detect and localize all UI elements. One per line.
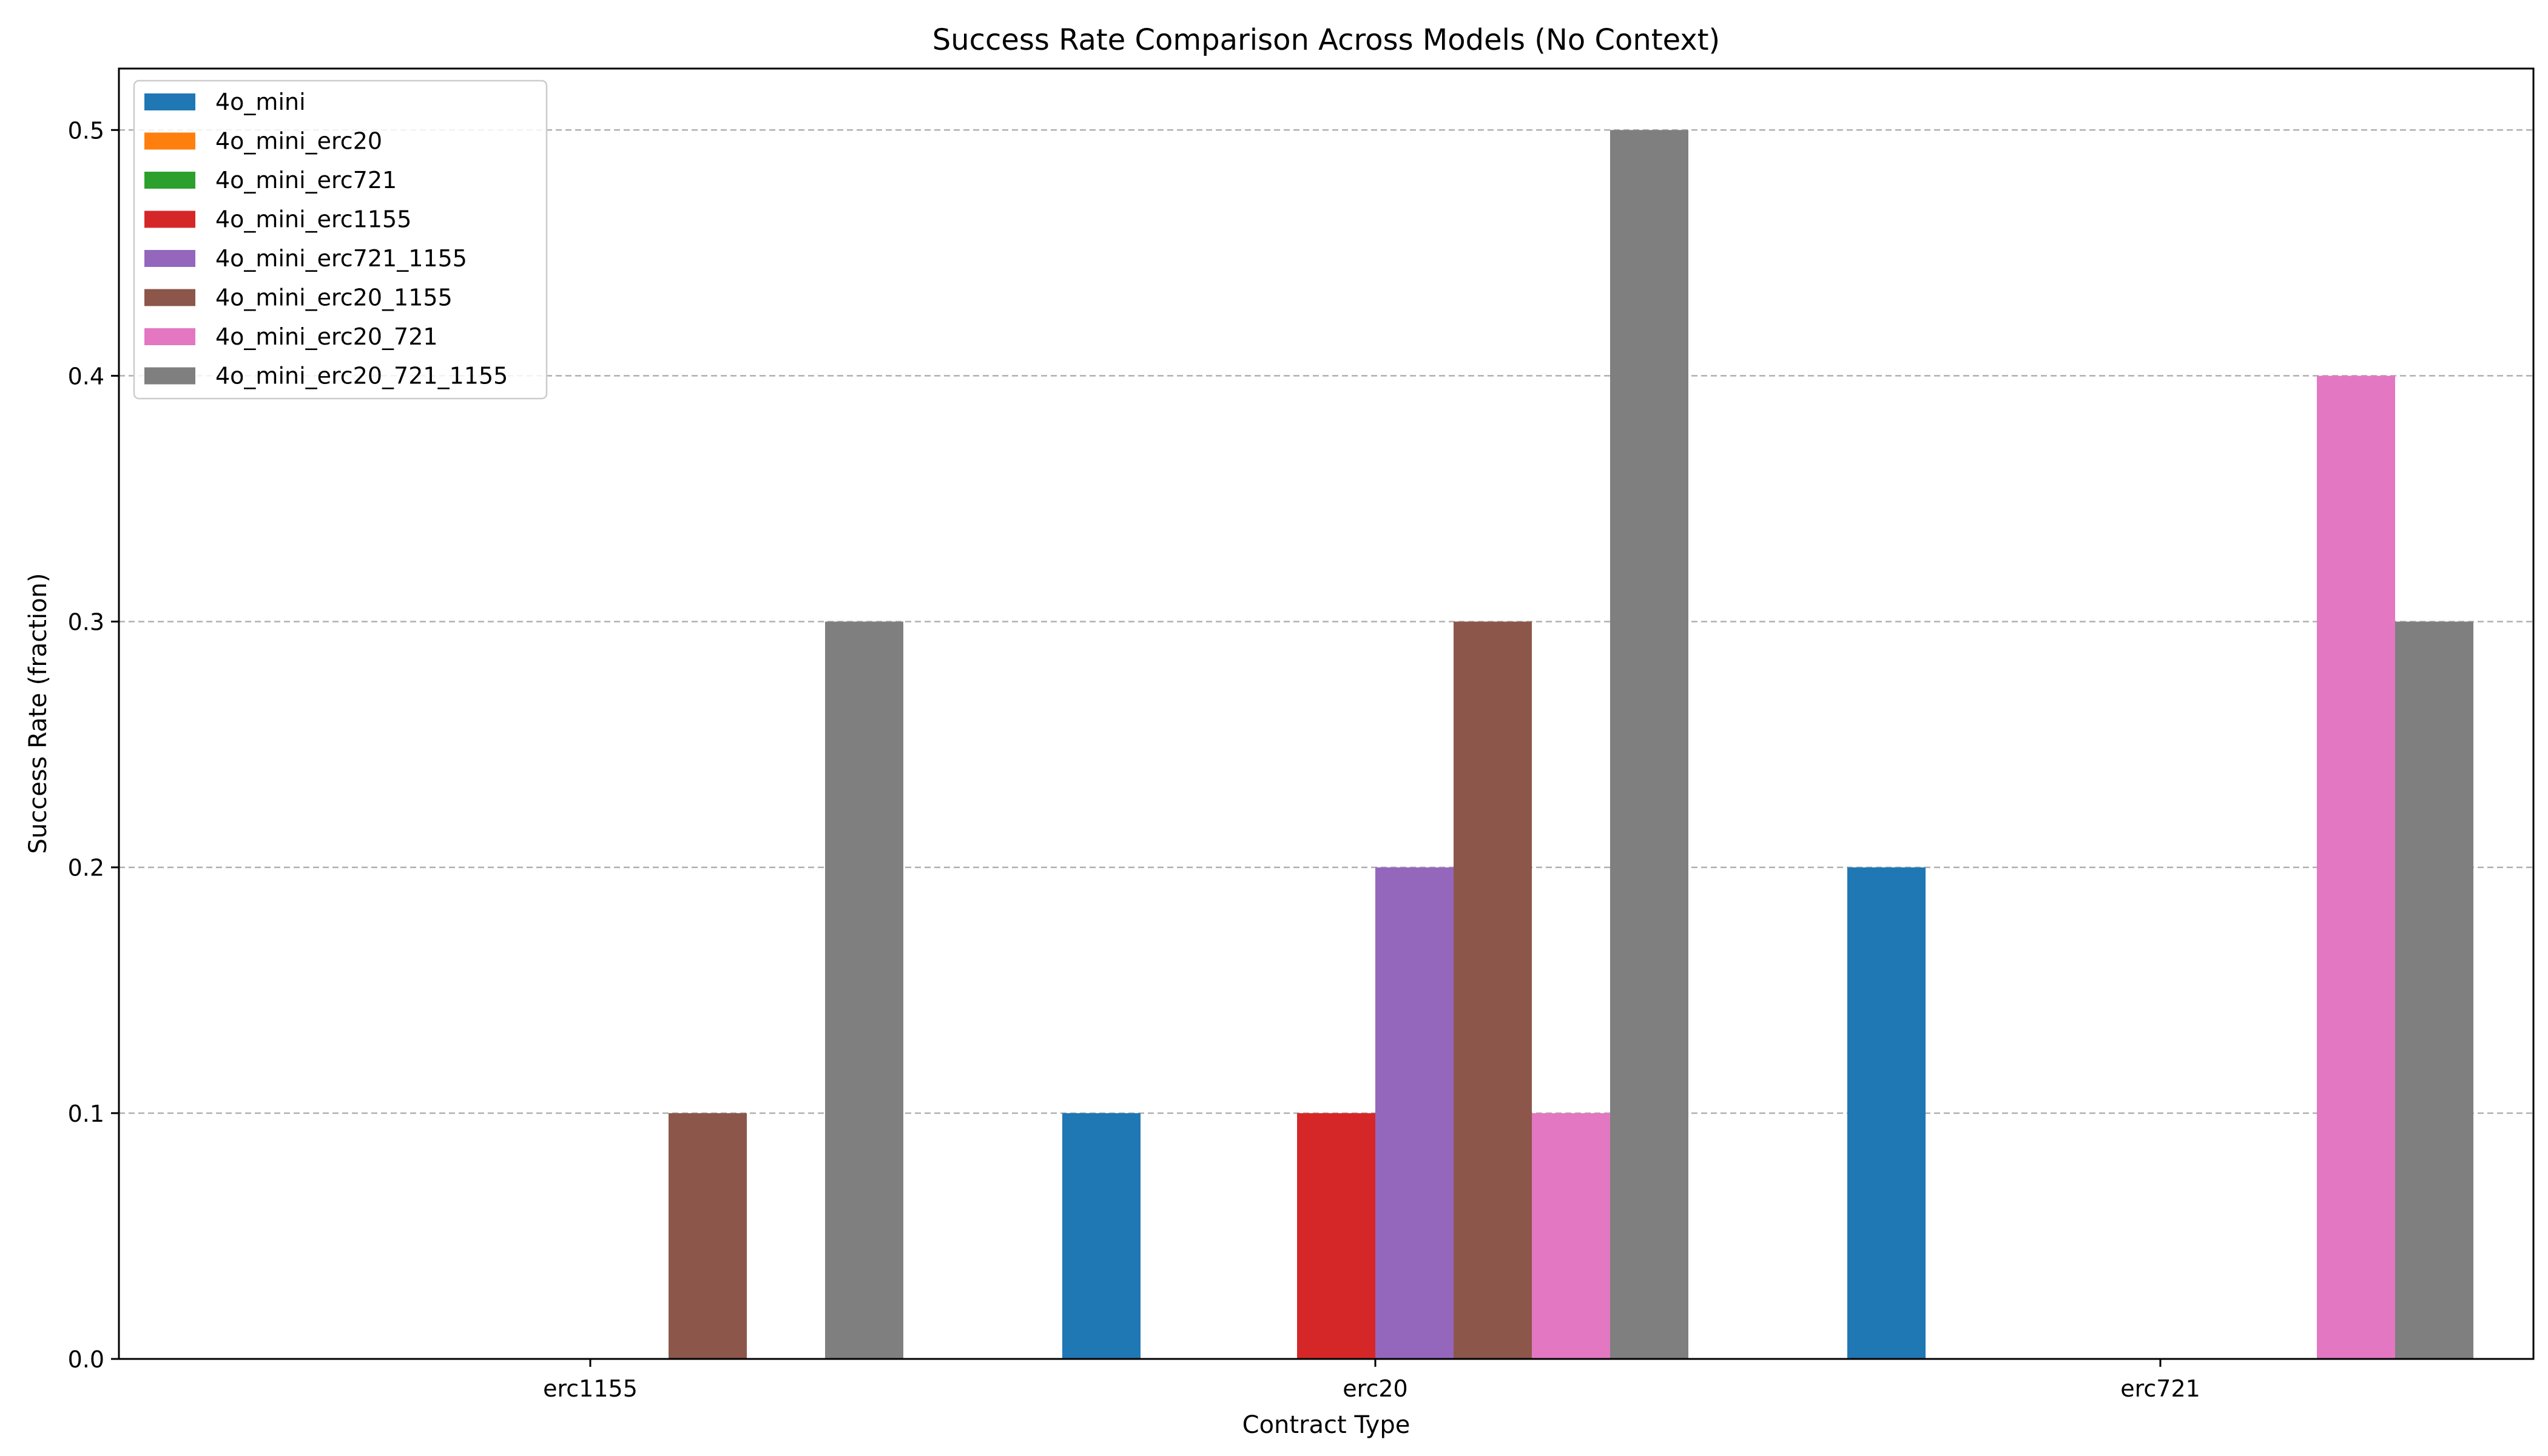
- x-tick-label: erc721: [2120, 1375, 2200, 1402]
- y-tick-label: 0.5: [68, 117, 104, 144]
- legend-swatch: [144, 172, 195, 189]
- bar-4o_mini_erc1155-erc20: [1297, 1113, 1375, 1359]
- legend-swatch: [144, 289, 195, 306]
- bar-4o_mini_erc20_721-erc721: [2317, 376, 2395, 1359]
- x-tick-label: erc1155: [543, 1375, 638, 1402]
- x-axis: erc1155 erc20 erc721: [543, 1359, 2200, 1402]
- bar-4o_mini_erc20_721_1155-erc1155: [825, 621, 903, 1359]
- y-tick-label: 0.0: [68, 1346, 104, 1373]
- legend-swatch: [144, 93, 195, 110]
- y-axis: 0.0 0.1 0.2 0.3 0.4 0.5: [68, 117, 119, 1373]
- legend-label: 4o_mini_erc20_721_1155: [215, 363, 508, 389]
- legend: 4o_mini 4o_mini_erc20 4o_mini_erc721 4o_min…: [133, 79, 548, 400]
- legend-swatch: [144, 250, 195, 267]
- x-tick-label: erc20: [1343, 1375, 1407, 1402]
- legend-label: 4o_mini_erc1155: [215, 206, 411, 233]
- legend-swatch: [144, 132, 195, 150]
- legend-label: 4o_mini_erc721: [215, 167, 397, 194]
- y-tick-label: 0.1: [68, 1100, 104, 1127]
- legend-label: 4o_mini: [215, 89, 306, 115]
- bar-4o_mini_erc20_721_1155-erc721: [2395, 621, 2473, 1359]
- y-tick-label: 0.2: [68, 855, 104, 881]
- bars: [669, 130, 2473, 1359]
- legend-label: 4o_mini_erc721_1155: [215, 245, 467, 272]
- bar-4o_mini_erc20_1155-erc1155: [669, 1113, 747, 1359]
- bar-4o_mini_erc20_721-erc20: [1532, 1113, 1610, 1359]
- y-tick-label: 0.3: [68, 609, 104, 636]
- legend-label: 4o_mini_erc20: [215, 128, 382, 155]
- legend-swatch: [144, 367, 195, 385]
- legend-label: 4o_mini_erc20_721: [215, 323, 438, 350]
- bar-4o_mini-erc20: [1062, 1113, 1141, 1359]
- legend-box: [133, 79, 548, 400]
- bar-4o_mini_erc20_721_1155-erc20: [1610, 130, 1688, 1359]
- y-axis-label: Success Rate (fraction): [24, 573, 52, 854]
- legend-swatch: [144, 328, 195, 345]
- legend-label: 4o_mini_erc20_1155: [215, 285, 453, 311]
- bar-4o_mini_erc721_1155-erc20: [1375, 867, 1454, 1359]
- legend-swatch: [144, 211, 195, 228]
- bar-4o_mini-erc721: [1847, 867, 1926, 1359]
- x-axis-label: Contract Type: [1242, 1411, 1410, 1439]
- plot-frame: [118, 67, 2535, 1360]
- chart-title: Success Rate Comparison Across Models (N…: [932, 23, 1721, 57]
- y-tick-label: 0.4: [68, 363, 104, 389]
- bar-4o_mini_erc20_1155-erc20: [1454, 621, 1532, 1359]
